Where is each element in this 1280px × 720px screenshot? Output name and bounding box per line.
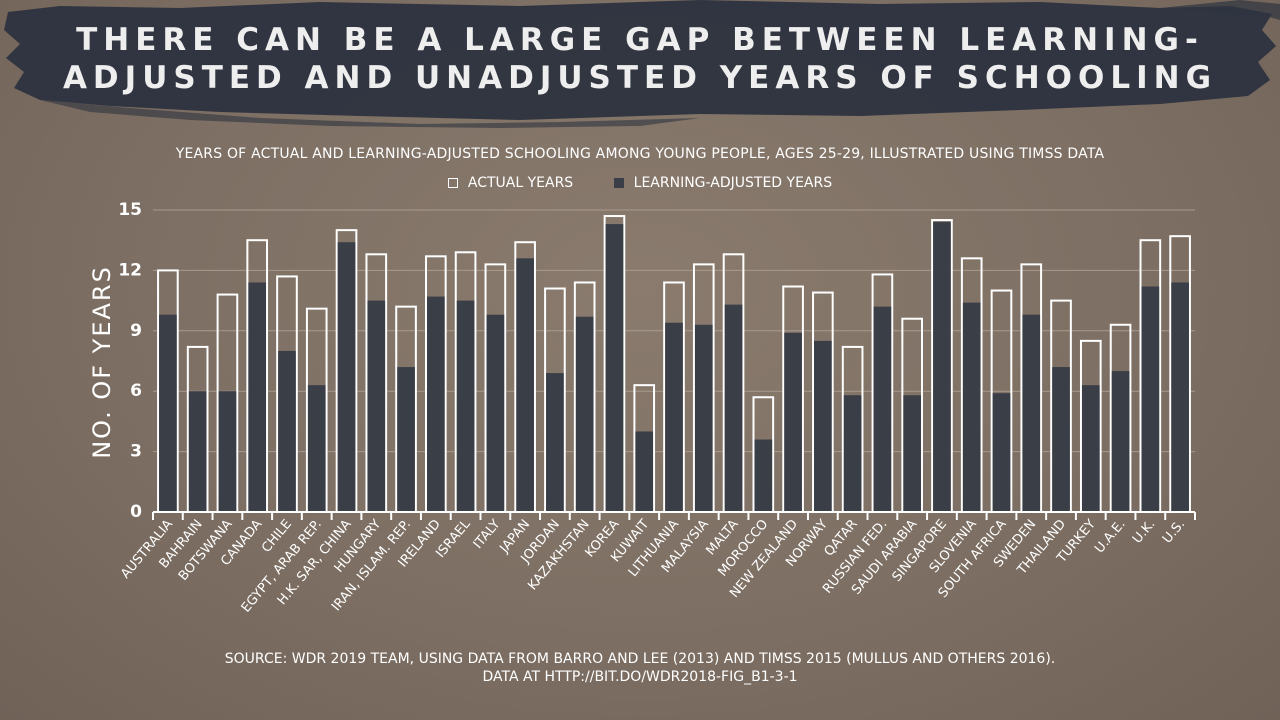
bar-learning-adjusted: [367, 300, 386, 512]
y-tick-label: 15: [118, 200, 142, 220]
bar-learning-adjusted: [903, 395, 921, 512]
bar-learning-adjusted: [962, 302, 981, 512]
bars-layer: [157, 215, 1191, 514]
legend-item-adjusted: LEARNING-ADJUSTED YEARS: [613, 175, 833, 191]
y-tick-label: 12: [118, 260, 142, 280]
bar-learning-adjusted: [397, 367, 415, 512]
bar-learning-adjusted: [694, 324, 713, 512]
x-tick-label: U.S.: [1160, 517, 1188, 547]
source-note: SOURCE: WDR 2019 TEAM, USING DATA FROM B…: [0, 650, 1280, 686]
bar-learning-adjusted: [814, 340, 832, 512]
bar-learning-adjusted: [1022, 314, 1041, 512]
y-tick-label: 6: [130, 381, 142, 401]
source-line-1: SOURCE: WDR 2019 TEAM, USING DATA FROM B…: [224, 651, 1056, 667]
chart-title-line-1: THERE CAN BE A LARGE GAP BETWEEN LEARNIN…: [76, 22, 1204, 58]
bar-learning-adjusted: [784, 332, 802, 512]
legend-item-actual: ACTUAL YEARS: [447, 175, 574, 191]
bar-learning-adjusted: [1111, 371, 1130, 512]
y-tick-label: 0: [130, 502, 142, 522]
bar-learning-adjusted: [1052, 367, 1070, 512]
bar-learning-adjusted: [427, 296, 445, 512]
bar-learning-adjusted: [933, 222, 951, 512]
bar-learning-adjusted: [248, 282, 267, 512]
bar-learning-adjusted: [546, 373, 564, 512]
bar-learning-adjusted: [456, 300, 475, 512]
y-tick-label: 3: [130, 442, 142, 462]
chart-title-line-2: ADJUSTED AND UNADJUSTED YEARS OF SCHOOLI…: [62, 60, 1218, 96]
bar-learning-adjusted: [665, 322, 683, 512]
bar-learning-adjusted: [159, 314, 177, 512]
bar-learning-adjusted: [873, 306, 892, 512]
bar-learning-adjusted: [754, 439, 773, 512]
source-line-2: DATA AT HTTP://BIT.DO/WDR2018-FIG_B1-3-1: [482, 669, 798, 685]
legend-swatch-adjusted: [613, 178, 624, 188]
chart-subtitle: YEARS OF ACTUAL AND LEARNING-ADJUSTED SC…: [175, 146, 1105, 162]
bar-learning-adjusted: [724, 304, 743, 512]
title-brush-stroke: [4, 0, 1280, 128]
bar-learning-adjusted: [605, 224, 624, 513]
bar-learning-adjusted: [1141, 286, 1160, 512]
bar-chart: 03691215AUSTRALIABAHRAINBOTSWANACANADACH…: [88, 200, 1195, 556]
bar-learning-adjusted: [337, 242, 356, 513]
y-tick-label: 9: [130, 321, 142, 341]
bar-learning-adjusted: [1081, 385, 1100, 512]
legend-label-actual: ACTUAL YEARS: [467, 175, 574, 191]
bar-learning-adjusted: [992, 393, 1011, 512]
bar-learning-adjusted: [188, 391, 207, 512]
bar-learning-adjusted: [1171, 282, 1189, 512]
legend-swatch-actual: [447, 178, 458, 188]
bar-learning-adjusted: [307, 385, 326, 512]
bar-learning-adjusted: [218, 391, 237, 512]
bar-learning-adjusted: [278, 350, 296, 512]
bar-learning-adjusted: [575, 316, 594, 512]
bar-learning-adjusted: [635, 431, 654, 512]
x-tick-label: U.K.: [1130, 517, 1158, 547]
chart-legend: ACTUAL YEARS LEARNING-ADJUSTED YEARS: [0, 175, 1280, 191]
bar-learning-adjusted: [843, 395, 862, 512]
bar-learning-adjusted: [516, 258, 534, 512]
y-axis-label: NO. OF YEARS: [88, 265, 116, 459]
x-tick-label: U.A.E.: [1092, 517, 1128, 556]
legend-label-adjusted: LEARNING-ADJUSTED YEARS: [633, 175, 833, 191]
bar-learning-adjusted: [486, 314, 505, 512]
